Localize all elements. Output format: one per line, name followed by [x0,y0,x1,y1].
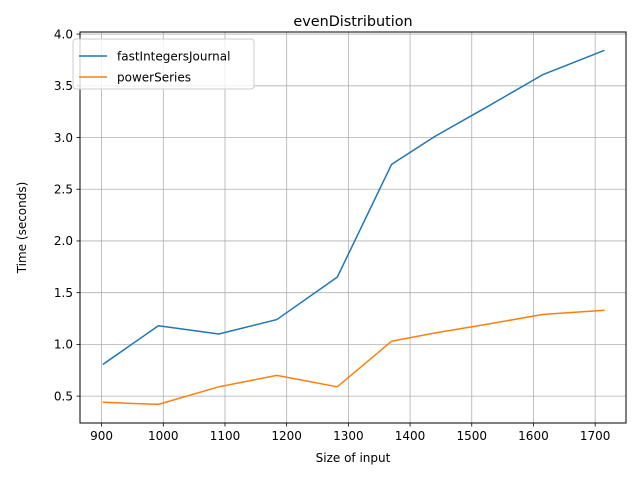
x-tick-label: 1500 [456,429,487,443]
legend-label-powerseries: powerSeries [117,70,191,84]
plot-frame [79,31,627,424]
y-tick-label: 0.5 [54,389,73,403]
x-tick-label: 1100 [210,429,241,443]
y-tick-label: 3.0 [54,131,73,145]
x-tick-label: 1600 [518,429,549,443]
x-axis-label: Size of input [316,451,391,465]
y-tick-label: 1.0 [54,338,73,352]
x-tick-label: 900 [90,429,113,443]
legend-box [72,38,255,90]
x-tick-label: 1700 [580,429,611,443]
x-axis-ticks: 900 1000 1100 1200 1300 1400 1500 1600 1700 [90,423,610,443]
grid [80,32,626,423]
legend-label-fastintegersjournal: fastIntegersJournal [117,49,230,63]
series-lines [102,49,605,406]
x-tick-label: 1200 [271,429,302,443]
x-tick-label: 1000 [148,429,179,443]
y-axis-ticks: 0.5 1.0 1.5 2.0 2.5 3.0 3.5 4.0 [54,27,80,403]
x-tick-label: 1300 [333,429,364,443]
x-tick-label: 1400 [395,429,426,443]
legend: fastIntegersJournal powerSeries [72,38,255,90]
y-tick-label: 4.0 [54,27,73,41]
series-line-powerseries [102,309,605,406]
y-tick-label: 2.5 [54,183,73,197]
y-tick-label: 3.5 [54,79,73,93]
series-line-fastintegersjournal [102,49,605,366]
y-axis-label: Time (seconds) [15,182,29,275]
y-tick-label: 1.5 [54,286,73,300]
chart-title: evenDistribution [293,14,412,30]
y-tick-label: 2.0 [54,234,73,248]
